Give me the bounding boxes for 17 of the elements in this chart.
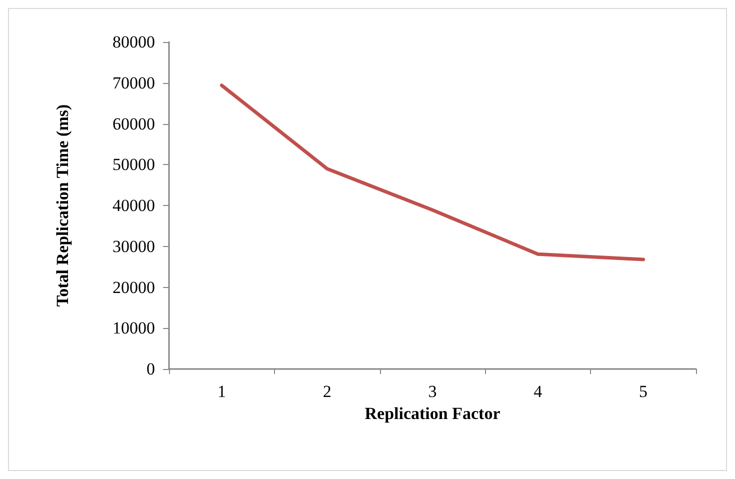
x-tick-label: 4 [534, 382, 543, 401]
y-tick-label: 10000 [112, 318, 155, 338]
y-tick-label: 30000 [112, 236, 155, 256]
x-axis-title: Replication Factor [364, 404, 501, 423]
y-tick-label: 50000 [112, 155, 155, 174]
x-tick-label: 1 [217, 382, 226, 401]
y-tick-label: 60000 [112, 114, 155, 134]
y-tick-label: 40000 [112, 196, 155, 215]
x-tick-label: 5 [639, 382, 648, 401]
y-tick-label: 70000 [112, 73, 155, 92]
x-tick-label: 3 [428, 382, 437, 401]
y-tick-label: 0 [146, 360, 155, 378]
y-tick-label: 20000 [112, 278, 155, 297]
y-axis-title: Total Replication Time (ms) [53, 104, 72, 307]
line-series [220, 84, 646, 262]
x-tick-label: 2 [322, 382, 332, 401]
y-tick-label: 80000 [112, 32, 155, 52]
